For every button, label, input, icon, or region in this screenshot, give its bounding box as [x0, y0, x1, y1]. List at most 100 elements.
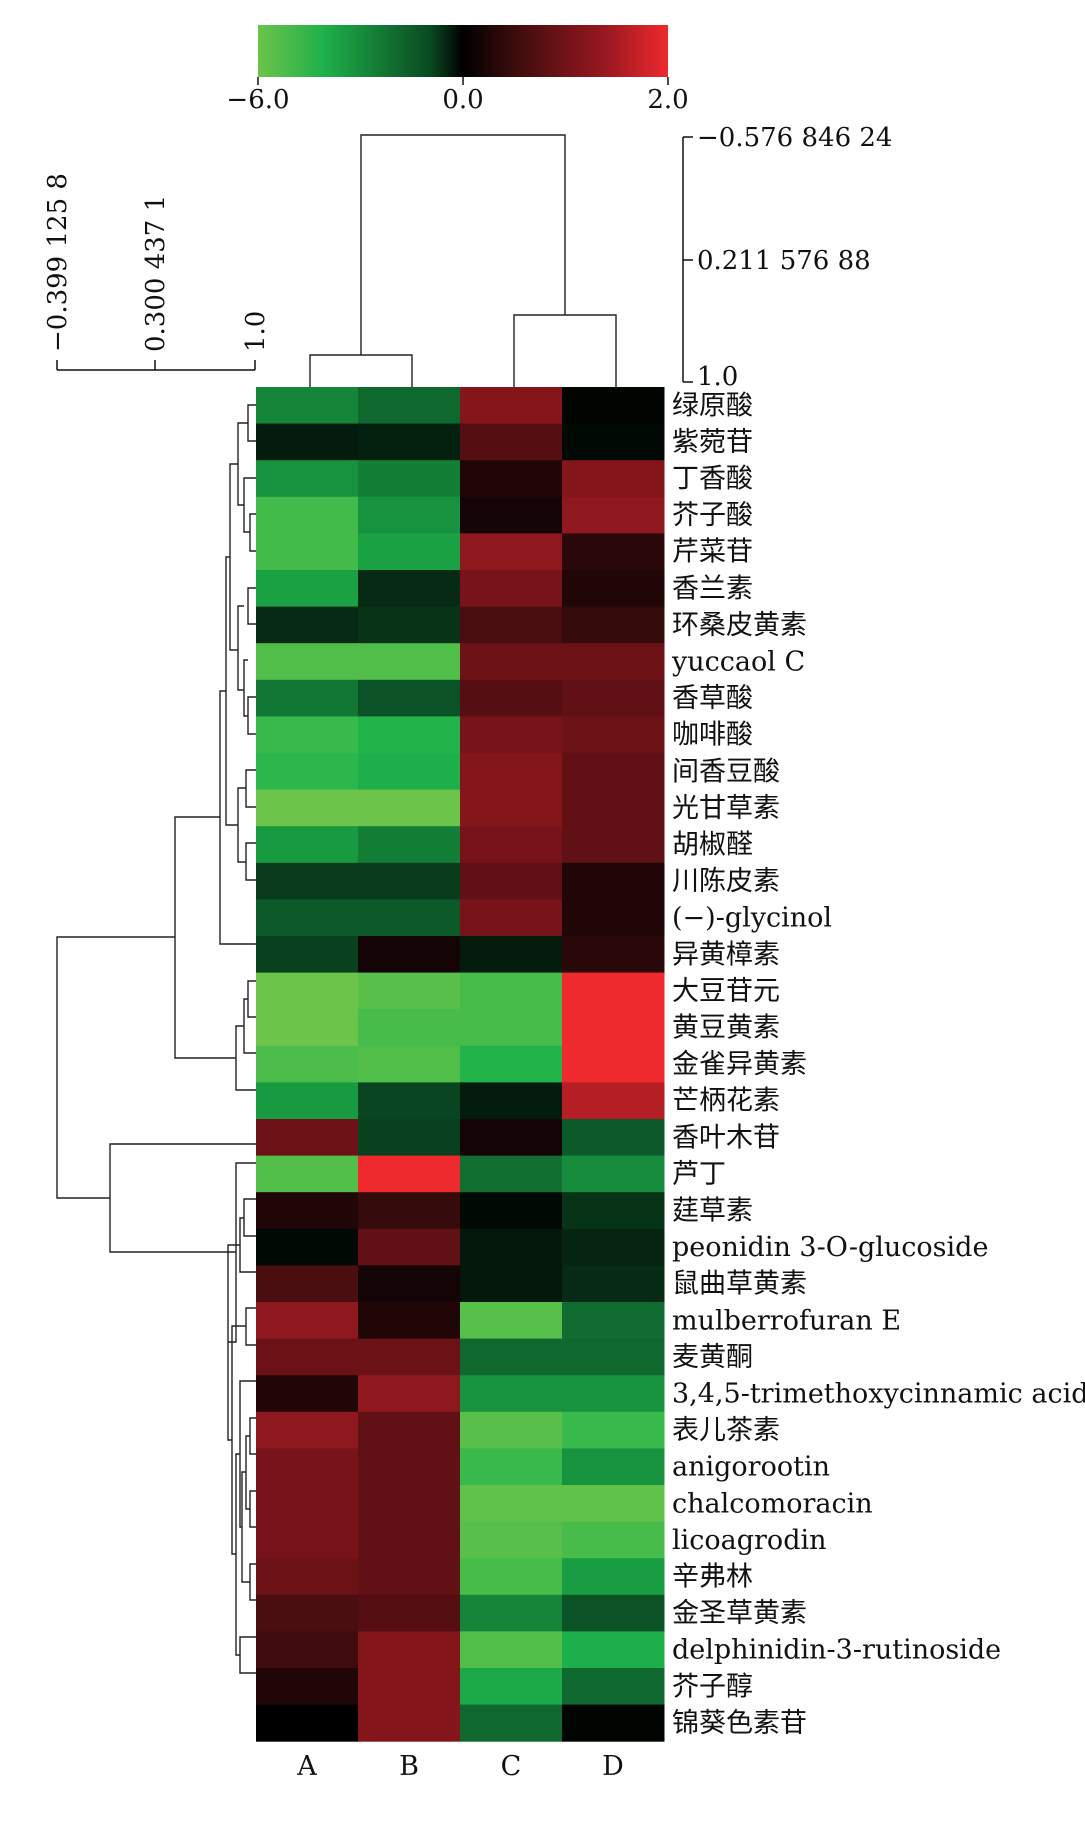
heatmap-cell — [562, 862, 665, 900]
heatmap-cell — [256, 533, 359, 571]
heatmap-cell — [358, 387, 461, 425]
heatmap-cell — [256, 1485, 359, 1523]
row-label: (−)-glycinol — [672, 903, 832, 934]
heatmap-cell — [358, 570, 461, 608]
heatmap-cell — [460, 899, 563, 937]
row-label: 芹菜苷 — [672, 537, 753, 568]
row-label: 香兰素 — [672, 573, 753, 604]
heatmap-cell — [256, 826, 359, 864]
row-label: 大豆苷元 — [672, 976, 780, 1007]
heatmap-cell — [358, 1375, 461, 1413]
heatmap-cell — [256, 972, 359, 1010]
heatmap-cell — [256, 789, 359, 827]
row-label: 环桑皮黄素 — [672, 610, 807, 641]
heatmap-cell — [358, 1192, 461, 1230]
heatmap-cell — [358, 1155, 461, 1193]
row-label: 莛草素 — [672, 1196, 753, 1227]
heatmap-cell — [358, 862, 461, 900]
heatmap-cell — [460, 496, 563, 534]
col-scale-bottom: 1.0 — [697, 362, 738, 392]
row-dendrogram — [56, 404, 258, 1674]
heatmap-cell — [358, 1631, 461, 1669]
heatmap-cell — [358, 679, 461, 717]
heatmap-cell — [562, 460, 665, 498]
heatmap-cell — [562, 1265, 665, 1303]
heatmap-cell — [358, 1082, 461, 1120]
heatmap-cell — [562, 716, 665, 754]
heatmap-cell — [460, 1631, 563, 1669]
heatmap-cell — [562, 1448, 665, 1486]
heatmap-cell — [562, 423, 665, 461]
row-scale-mid: 0.300 437 1 — [141, 195, 171, 352]
heatmap-cell — [562, 1302, 665, 1340]
heatmap-cell — [562, 679, 665, 717]
heatmap-cell — [256, 753, 359, 791]
heatmap-cell — [460, 423, 563, 461]
heatmap-cell — [460, 1668, 563, 1706]
row-label: 锦葵色素苷 — [672, 1708, 807, 1739]
row-label: 丁香酸 — [672, 464, 753, 495]
heatmap-cell — [562, 789, 665, 827]
heatmap-cell — [562, 1521, 665, 1559]
heatmap-cell — [460, 1228, 563, 1266]
heatmap-cell — [358, 1045, 461, 1083]
colorbar-max-label: 2.0 — [647, 85, 688, 115]
heatmap-cell — [358, 936, 461, 974]
heatmap-cell — [460, 1485, 563, 1523]
row-label: 香叶木苷 — [672, 1122, 780, 1153]
row-label: 香草酸 — [672, 683, 753, 714]
row-dendrogram-scale: −0.399 125 8 0.300 437 1 1.0 — [43, 173, 271, 371]
heatmap-cell — [460, 972, 563, 1010]
row-scale-left: −0.399 125 8 — [43, 173, 73, 352]
heatmap-cell — [358, 496, 461, 534]
row-label: 金雀异黄素 — [672, 1049, 807, 1080]
row-label: 鼠曲草黄素 — [672, 1269, 807, 1300]
heatmap-cell — [256, 716, 359, 754]
row-label: anigorootin — [672, 1452, 830, 1483]
heatmap-cell — [562, 496, 665, 534]
column-dendrogram — [309, 134, 617, 390]
heatmap-cell — [358, 1668, 461, 1706]
heatmap-cell — [358, 1594, 461, 1632]
row-label: 黄豆黄素 — [672, 1013, 780, 1044]
heatmap-cell — [256, 1704, 359, 1742]
heatmap-cell — [358, 1265, 461, 1303]
heatmap-cell — [460, 606, 563, 644]
col-scale-top: −0.576 846 24 — [697, 123, 892, 153]
heatmap-cell — [460, 826, 563, 864]
row-label: 川陈皮素 — [672, 866, 780, 897]
heatmap-cell — [256, 1375, 359, 1413]
heatmap-cell — [562, 387, 665, 425]
heatmap-cell — [562, 1668, 665, 1706]
heatmap-cell — [562, 533, 665, 571]
heatmap-cell — [562, 1155, 665, 1193]
heatmap-cell — [358, 1338, 461, 1376]
heatmap-cell — [358, 1228, 461, 1266]
heatmap-cell — [562, 899, 665, 937]
heatmap-cell — [256, 1631, 359, 1669]
row-label: 胡椒醛 — [672, 830, 753, 861]
heatmap-cell — [256, 1302, 359, 1340]
heatmap-cell — [460, 862, 563, 900]
heatmap-cell — [460, 570, 563, 608]
heatmap-cell — [562, 1485, 665, 1523]
heatmap-cell — [256, 1045, 359, 1083]
heatmap-cell — [460, 1302, 563, 1340]
heatmap-cell — [562, 936, 665, 974]
heatmap-cell — [460, 533, 563, 571]
heatmap-cell — [358, 606, 461, 644]
heatmap-cell — [562, 1192, 665, 1230]
heatmap-cell — [256, 387, 359, 425]
heatmap-cell — [358, 716, 461, 754]
row-label: 绿原酸 — [672, 390, 753, 421]
row-label: 金圣草黄素 — [672, 1598, 807, 1629]
heatmap-cell — [256, 1192, 359, 1230]
heatmap-cell — [256, 1228, 359, 1266]
heatmap-cell — [256, 1668, 359, 1706]
heatmap-cell — [358, 1485, 461, 1523]
heatmap-cell — [358, 643, 461, 681]
heatmap-cell — [460, 679, 563, 717]
heatmap-cell — [460, 643, 563, 681]
colorbar-gradient — [258, 25, 668, 77]
